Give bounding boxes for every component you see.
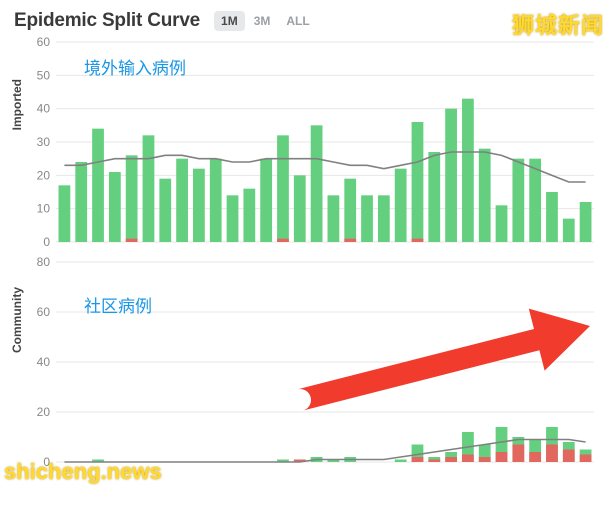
svg-text:50: 50: [37, 68, 51, 82]
page-title: Epidemic Split Curve: [14, 10, 200, 32]
svg-text:60: 60: [37, 305, 51, 319]
tab-all[interactable]: ALL: [279, 11, 316, 31]
community-chart: Community 社区病例 020406080: [14, 256, 602, 481]
svg-text:0: 0: [43, 235, 50, 249]
community-subtitle: 社区病例: [84, 292, 152, 317]
svg-text:30: 30: [37, 135, 51, 149]
chart-container: 狮城新闻 Epidemic Split Curve 1M 3M ALL Impo…: [0, 0, 616, 491]
imported-y-label: Imported: [10, 79, 24, 130]
svg-text:60: 60: [37, 36, 51, 49]
tab-3m[interactable]: 3M: [247, 11, 278, 31]
community-y-label: Community: [10, 287, 24, 353]
svg-text:80: 80: [37, 256, 51, 269]
range-tabs: 1M 3M ALL: [214, 11, 317, 31]
svg-text:20: 20: [37, 168, 51, 182]
svg-text:20: 20: [37, 405, 51, 419]
svg-text:40: 40: [37, 102, 51, 116]
svg-text:40: 40: [37, 355, 51, 369]
community-svg: 020406080: [14, 256, 602, 481]
svg-text:10: 10: [37, 202, 51, 216]
imported-subtitle: 境外输入病例: [84, 54, 186, 79]
imported-chart: Imported 境外输入病例 0102030405060: [14, 36, 602, 256]
tab-1m[interactable]: 1M: [214, 11, 245, 31]
watermark-bottom: shicheng.news: [4, 459, 162, 485]
